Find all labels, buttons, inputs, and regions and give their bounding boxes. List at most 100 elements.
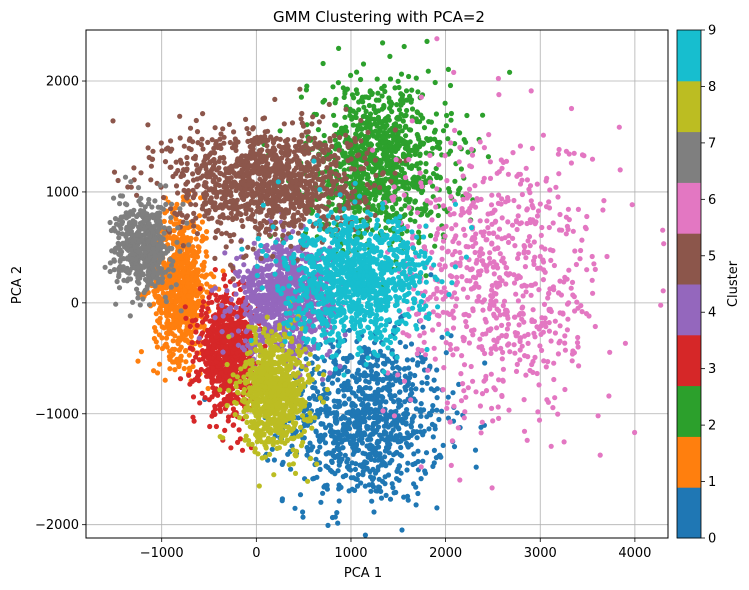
data-point — [364, 465, 370, 471]
data-point — [336, 486, 342, 492]
data-point — [402, 366, 408, 372]
data-point — [376, 476, 382, 482]
data-point — [174, 319, 180, 325]
data-point — [395, 439, 401, 445]
data-point — [383, 225, 389, 231]
data-point — [375, 438, 381, 444]
data-point — [368, 372, 374, 378]
data-point — [177, 327, 183, 333]
data-point — [160, 194, 167, 201]
data-point — [407, 371, 413, 377]
data-point — [212, 285, 218, 291]
data-point — [154, 344, 160, 350]
data-point — [342, 364, 348, 370]
data-point — [217, 294, 223, 300]
data-point — [413, 484, 419, 490]
data-point — [455, 191, 461, 197]
data-point — [236, 427, 242, 433]
data-point — [208, 271, 214, 277]
data-point — [395, 78, 401, 84]
data-point — [431, 387, 437, 394]
data-point — [403, 133, 409, 139]
data-point — [211, 319, 217, 325]
data-point — [186, 372, 192, 378]
data-point — [387, 53, 393, 60]
data-point — [347, 420, 353, 426]
data-point — [191, 418, 197, 424]
data-point — [402, 212, 408, 218]
data-point — [138, 349, 144, 355]
data-point — [292, 505, 298, 511]
data-point — [423, 161, 429, 167]
data-point — [418, 401, 424, 407]
data-point — [371, 475, 377, 481]
data-point — [405, 180, 411, 186]
data-point — [395, 135, 402, 141]
data-point — [190, 358, 196, 364]
data-point — [419, 355, 425, 361]
data-point — [242, 311, 248, 317]
data-point — [358, 138, 364, 144]
data-point — [377, 125, 383, 131]
data-point — [212, 403, 218, 409]
data-point — [403, 344, 409, 350]
data-point — [428, 233, 434, 239]
data-point — [412, 198, 418, 204]
data-point — [233, 304, 239, 311]
data-point — [341, 94, 347, 100]
data-point — [425, 212, 431, 218]
data-point — [279, 461, 285, 467]
data-point — [222, 356, 229, 362]
data-point — [317, 466, 323, 472]
data-point — [177, 335, 184, 341]
data-point — [457, 130, 463, 136]
data-point — [292, 302, 298, 308]
data-point — [402, 384, 408, 390]
data-point — [300, 509, 306, 515]
data-point — [334, 412, 340, 418]
data-point — [204, 349, 210, 355]
data-point — [221, 160, 227, 166]
data-point — [183, 167, 190, 173]
data-point — [343, 355, 349, 362]
data-point — [346, 396, 352, 402]
data-point — [255, 307, 261, 313]
data-point — [394, 364, 400, 370]
data-point — [205, 385, 211, 392]
data-point — [385, 440, 391, 447]
data-point — [390, 420, 396, 426]
data-point — [194, 322, 200, 328]
data-point — [306, 395, 313, 401]
data-point — [247, 304, 253, 311]
data-point — [342, 332, 348, 338]
data-point — [364, 423, 370, 429]
data-point — [169, 293, 176, 299]
data-point — [364, 443, 370, 449]
data-point — [415, 134, 421, 140]
data-point — [396, 477, 402, 483]
data-point — [350, 122, 356, 128]
data-point — [403, 414, 409, 421]
data-point — [394, 102, 400, 108]
data-point — [335, 377, 341, 383]
data-point — [485, 154, 491, 160]
data-point — [349, 402, 355, 408]
data-point — [387, 392, 393, 398]
data-point — [340, 387, 347, 393]
data-point — [342, 401, 348, 407]
data-point — [418, 476, 424, 482]
data-point — [193, 117, 199, 124]
data-point — [213, 292, 219, 298]
data-point — [369, 481, 375, 487]
data-point — [335, 404, 341, 410]
data-point — [308, 446, 314, 452]
data-point — [423, 169, 429, 175]
data-point — [421, 208, 428, 214]
data-point — [359, 464, 365, 470]
data-point — [156, 361, 163, 367]
chart-title: GMM Clustering with PCA=2 — [273, 8, 485, 26]
data-point — [452, 178, 458, 184]
data-point — [271, 457, 277, 463]
data-point — [408, 341, 415, 347]
data-point — [225, 395, 231, 401]
